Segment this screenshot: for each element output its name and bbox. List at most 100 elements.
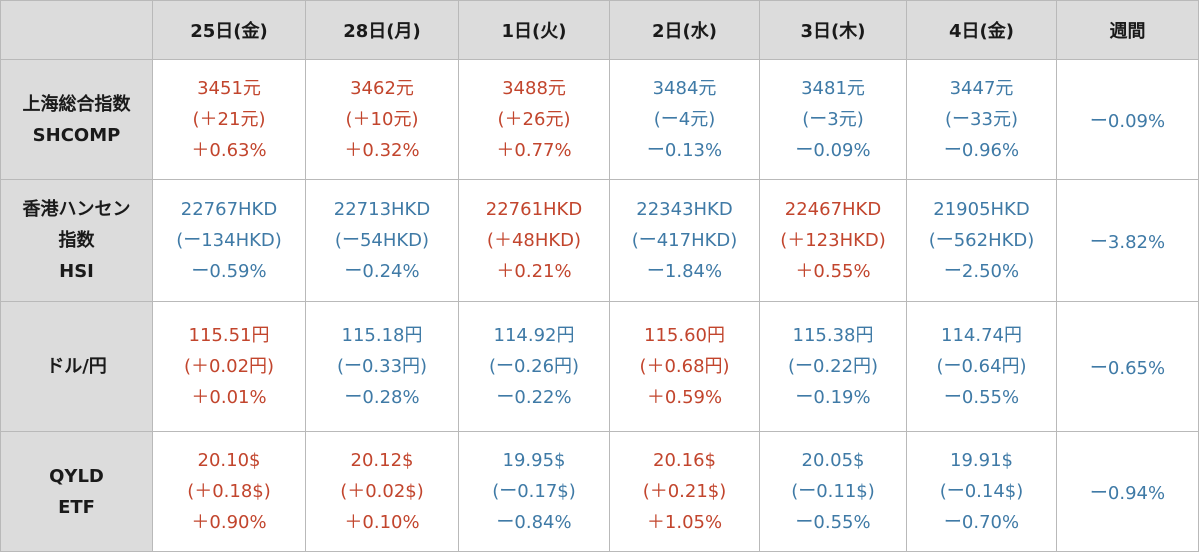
row-label-line: ドル/円: [46, 356, 107, 377]
weekly-change: ー0.65%: [1056, 301, 1199, 432]
change-amount: (ー54HKD): [334, 230, 430, 251]
row-label-line: HSI: [59, 261, 94, 282]
day-header: 28日(月): [305, 0, 459, 60]
change-amount: (ー562HKD): [928, 230, 1035, 251]
change-amount: (＋0.68円): [639, 356, 730, 377]
price-value: 22767HKD: [180, 199, 278, 220]
price-value: 22761HKD: [485, 199, 583, 220]
value-cell: 115.18円 (ー0.33円) ー0.28%: [305, 301, 459, 432]
change-amount: (ー3元): [802, 109, 864, 130]
value-cell: 22343HKD (ー417HKD) ー1.84%: [609, 179, 760, 302]
value-cell: 20.05$ (ー0.11$) ー0.55%: [759, 431, 907, 552]
change-percent: ー0.59%: [191, 261, 267, 282]
row-label: 香港ハンセン 指数 HSI: [0, 179, 153, 302]
price-value: 20.12$: [350, 450, 414, 471]
change-percent: ー0.70%: [943, 512, 1020, 533]
value-cell: 3451元 (＋21元) ＋0.63%: [152, 59, 306, 180]
price-value: 3462元: [350, 78, 414, 99]
table-row: 上海総合指数 SHCOMP 3451元 (＋21元) ＋0.63% 3462元 (＋10元)…: [0, 59, 1199, 180]
change-percent: ー0.55%: [943, 387, 1020, 408]
change-percent: ＋0.90%: [191, 512, 267, 533]
change-amount: (ー0.22円): [787, 356, 879, 377]
change-amount: (ー134HKD): [176, 230, 282, 251]
change-percent: ＋0.10%: [344, 512, 420, 533]
price-value: 22467HKD: [784, 199, 882, 220]
change-percent: ー0.19%: [795, 387, 871, 408]
price-value: 22713HKD: [333, 199, 431, 220]
change-percent: ＋0.32%: [344, 140, 420, 161]
change-percent: ー0.84%: [496, 512, 572, 533]
change-amount: (＋21元): [192, 109, 266, 130]
change-amount: (ー417HKD): [631, 230, 738, 251]
price-value: 19.95$: [502, 450, 566, 471]
change-amount: (ー0.64円): [936, 356, 1027, 377]
row-label-line: 上海総合指数: [22, 93, 131, 115]
table-row: ドル/円 115.51円 (＋0.02円) ＋0.01% 115.18円 (ー0.33円)…: [0, 301, 1199, 432]
change-percent: ＋0.63%: [191, 140, 267, 161]
value-cell: 114.74円 (ー0.64円) ー0.55%: [906, 301, 1057, 432]
value-cell: 22713HKD (ー54HKD) ー0.24%: [305, 179, 459, 302]
row-label-line: 香港ハンセン: [22, 199, 131, 220]
row-label-line: ETF: [58, 496, 95, 518]
value-cell: 3462元 (＋10元) ＋0.32%: [305, 59, 459, 180]
change-percent: ー0.22%: [496, 387, 572, 408]
row-label-line: QYLD: [49, 465, 104, 487]
value-cell: 20.10$ (＋0.18$) ＋0.90%: [152, 431, 306, 552]
change-amount: (ー33元): [945, 109, 1018, 130]
price-value: 20.16$: [653, 450, 716, 471]
change-amount: (＋0.21$): [642, 481, 727, 502]
change-amount: (＋123HKD): [780, 230, 886, 251]
day-header: 2日(水): [609, 0, 760, 60]
value-cell: 115.60円 (＋0.68円) ＋0.59%: [609, 301, 760, 432]
change-percent: ＋1.05%: [646, 512, 723, 533]
price-value: 114.92円: [493, 325, 575, 346]
change-amount: (ー0.26円): [488, 356, 580, 377]
value-cell: 21905HKD (ー562HKD) ー2.50%: [906, 179, 1057, 302]
price-value: 115.60円: [644, 325, 725, 346]
change-percent: ＋0.55%: [795, 261, 871, 282]
price-value: 115.38円: [792, 325, 874, 346]
weekly-change: ー3.82%: [1056, 179, 1199, 302]
price-value: 22343HKD: [636, 199, 733, 220]
value-cell: 115.38円 (ー0.22円) ー0.19%: [759, 301, 907, 432]
value-cell: 19.95$ (ー0.17$) ー0.84%: [458, 431, 610, 552]
change-amount: (＋26元): [497, 109, 571, 130]
change-amount: (ー0.11$): [791, 481, 875, 502]
value-cell: 22467HKD (＋123HKD) ＋0.55%: [759, 179, 907, 302]
row-label-line: 指数: [58, 230, 95, 251]
value-cell: 22767HKD (ー134HKD) ー0.59%: [152, 179, 306, 302]
change-percent: ＋0.01%: [191, 387, 267, 408]
change-amount: (＋10元): [345, 109, 419, 130]
change-amount: (＋48HKD): [486, 230, 582, 251]
change-amount: (ー0.14$): [939, 481, 1024, 502]
table-row: QYLD ETF 20.10$ (＋0.18$) ＋0.90% 20.12$ (＋0.02$…: [0, 431, 1199, 552]
value-cell: 19.91$ (ー0.14$) ー0.70%: [906, 431, 1057, 552]
change-percent: ー0.55%: [795, 512, 871, 533]
row-label: ドル/円: [0, 301, 153, 432]
change-percent: ＋0.77%: [496, 140, 572, 161]
day-header: 4日(金): [906, 0, 1057, 60]
price-value: 3451元: [197, 78, 261, 99]
price-value: 3484元: [652, 78, 717, 99]
change-percent: ＋0.21%: [496, 261, 572, 282]
row-label: QYLD ETF: [0, 431, 153, 552]
change-amount: (ー4元): [653, 109, 716, 130]
price-value: 3488元: [502, 78, 566, 99]
value-cell: 3488元 (＋26元) ＋0.77%: [458, 59, 610, 180]
change-percent: ー2.50%: [943, 261, 1020, 282]
value-cell: 3484元 (ー4元) ー0.13%: [609, 59, 760, 180]
change-percent: ー1.84%: [646, 261, 723, 282]
change-amount: (＋0.02円): [183, 356, 275, 377]
price-value: 19.91$: [950, 450, 1013, 471]
row-label: 上海総合指数 SHCOMP: [0, 59, 153, 180]
change-percent: ー0.09%: [795, 140, 871, 161]
change-percent: ー0.96%: [943, 140, 1020, 161]
change-amount: (＋0.18$): [187, 481, 271, 502]
day-header: 3日(木): [759, 0, 907, 60]
header-row: 25日(金) 28日(月) 1日(火) 2日(水) 3日(木) 4日(金) 週間: [0, 0, 1199, 60]
change-percent: ー0.24%: [344, 261, 420, 282]
row-label-line: SHCOMP: [32, 124, 121, 146]
price-value: 20.05$: [801, 450, 865, 471]
weekly-change: ー0.09%: [1056, 59, 1199, 180]
